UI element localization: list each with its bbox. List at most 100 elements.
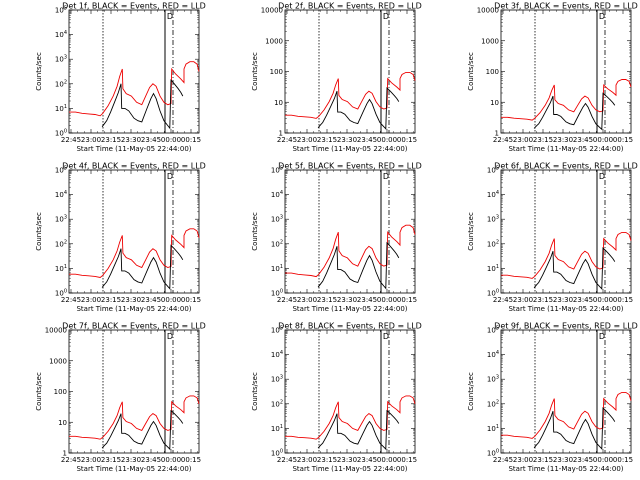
x-tick-label: 23:30 [553,456,573,464]
series-black-events [317,86,400,130]
plot-frame [284,329,416,454]
x-tick-label: 23:45 [141,136,161,144]
series-red-lld [501,391,632,439]
y-tick-label: 101 [271,424,283,433]
y-axis-label: Counts/sec [35,372,43,411]
y-tick-label: 1 [63,450,67,458]
marker-label: D [599,12,605,21]
y-tick-label: 10000 [45,327,67,335]
x-tick-label: 23:00 [81,456,101,464]
x-tick-label: 00:00 [593,456,613,464]
x-tick-label: 23:30 [121,456,141,464]
chart-title: Det 9f, BLACK = Events, RED = LLD [494,322,638,331]
y-tick-label: 104 [271,350,283,359]
y-tick-label: 1000 [49,357,67,365]
series-black-events [101,244,184,290]
x-tick-label: 23:00 [81,136,101,144]
x-tick-label: 00:00 [377,136,397,144]
y-tick-label: 10 [490,99,499,107]
y-tick-label: 1 [279,130,283,138]
y-axis-label: Counts/sec [467,372,475,411]
chart-panel-5: Det 5f, BLACK = Events, RED = LLD 100 101 1… [251,162,422,314]
y-tick-label: 102 [487,239,499,248]
y-tick-label: 101 [271,264,283,273]
marker-label: D [167,332,173,341]
x-tick-label: 23:00 [513,456,533,464]
x-tick-label: 23:00 [297,136,317,144]
x-tick-label: 23:15 [317,136,337,144]
chart-panel-3: Det 3f, BLACK = Events, RED = LLD 1 10 100 1… [467,2,638,154]
y-axis-label: Counts/sec [251,372,259,411]
y-tick-label: 104 [55,30,67,39]
x-tick-label: 23:15 [317,296,337,304]
y-tick-label: 10 [58,419,67,427]
x-tick-label: 23:45 [357,296,377,304]
plot-frame [500,9,632,134]
x-tick-label: 23:30 [121,296,141,304]
series-black-events [533,246,616,290]
y-tick-label: 101 [487,424,499,433]
y-axis-label: Counts/sec [467,52,475,91]
x-tick-label: 23:45 [357,456,377,464]
plot-frame [500,329,632,454]
x-tick-label: 23:30 [337,136,357,144]
chart-panel-8: Det 8f, BLACK = Events, RED = LLD 100 101 1… [251,322,422,474]
x-tick-label: 23:30 [121,136,141,144]
y-tick-label: 102 [55,79,67,88]
series-black-events [317,409,400,451]
x-axis-label: Start Time (11-May-05 22:44:00) [76,145,191,153]
x-tick-label: 00:15 [397,136,417,144]
x-tick-label: 23:15 [533,296,553,304]
x-tick-label: 23:15 [101,136,121,144]
x-tick-label: 00:15 [181,456,201,464]
series-black-events [533,406,616,450]
y-tick-label: 100 [486,68,499,76]
marker-label: D [383,12,389,21]
x-axis-label: Start Time (11-May-05 22:44:00) [292,145,407,153]
chart-title: Det 6f, BLACK = Events, RED = LLD [494,162,638,171]
x-tick-label: 23:15 [101,296,121,304]
y-tick-label: 100 [271,449,283,458]
marker-label: D [599,172,605,181]
y-tick-label: 100 [54,388,67,396]
x-tick-label: 00:00 [377,296,397,304]
x-tick-label: 00:00 [161,456,181,464]
x-tick-label: 23:45 [573,136,593,144]
y-tick-label: 100 [271,289,283,298]
x-tick-label: 00:00 [377,456,397,464]
x-tick-label: 23:45 [357,136,377,144]
y-tick-label: 100 [55,289,67,298]
chart-panel-6: Det 6f, BLACK = Events, RED = LLD 100 101 1… [467,162,638,314]
y-tick-label: 100 [487,449,499,458]
series-red-lld [501,79,632,121]
x-tick-label: 22:45 [493,296,513,304]
chart-title: Det 1f, BLACK = Events, RED = LLD [62,2,206,11]
x-tick-label: 23:45 [573,456,593,464]
y-tick-label: 1000 [481,37,499,45]
marker-label: D [383,332,389,341]
plot-frame [68,9,200,134]
y-tick-label: 103 [271,215,283,224]
x-tick-label: 23:15 [101,456,121,464]
y-axis-label: Counts/sec [251,52,259,91]
marker-label: D [599,332,605,341]
y-axis-label: Counts/sec [251,212,259,251]
series-black-events [101,409,184,451]
series-black-events [317,241,400,290]
y-tick-label: 1000 [265,37,283,45]
x-tick-label: 22:45 [61,296,81,304]
y-tick-label: 105 [487,326,499,335]
x-tick-label: 23:00 [81,296,101,304]
y-tick-label: 104 [55,190,67,199]
chart-title: Det 5f, BLACK = Events, RED = LLD [278,162,422,171]
series-red-lld [69,228,200,278]
y-tick-label: 103 [271,375,283,384]
chart-title: Det 8f, BLACK = Events, RED = LLD [278,322,422,331]
x-tick-label: 23:45 [141,296,161,304]
marker-label: D [167,12,173,21]
y-axis-label: Counts/sec [467,212,475,251]
plot-frame [284,169,416,294]
chart-panel-4: Det 4f, BLACK = Events, RED = LLD 100 101 1… [35,162,206,314]
x-tick-label: 00:15 [397,296,417,304]
x-tick-label: 23:30 [553,296,573,304]
